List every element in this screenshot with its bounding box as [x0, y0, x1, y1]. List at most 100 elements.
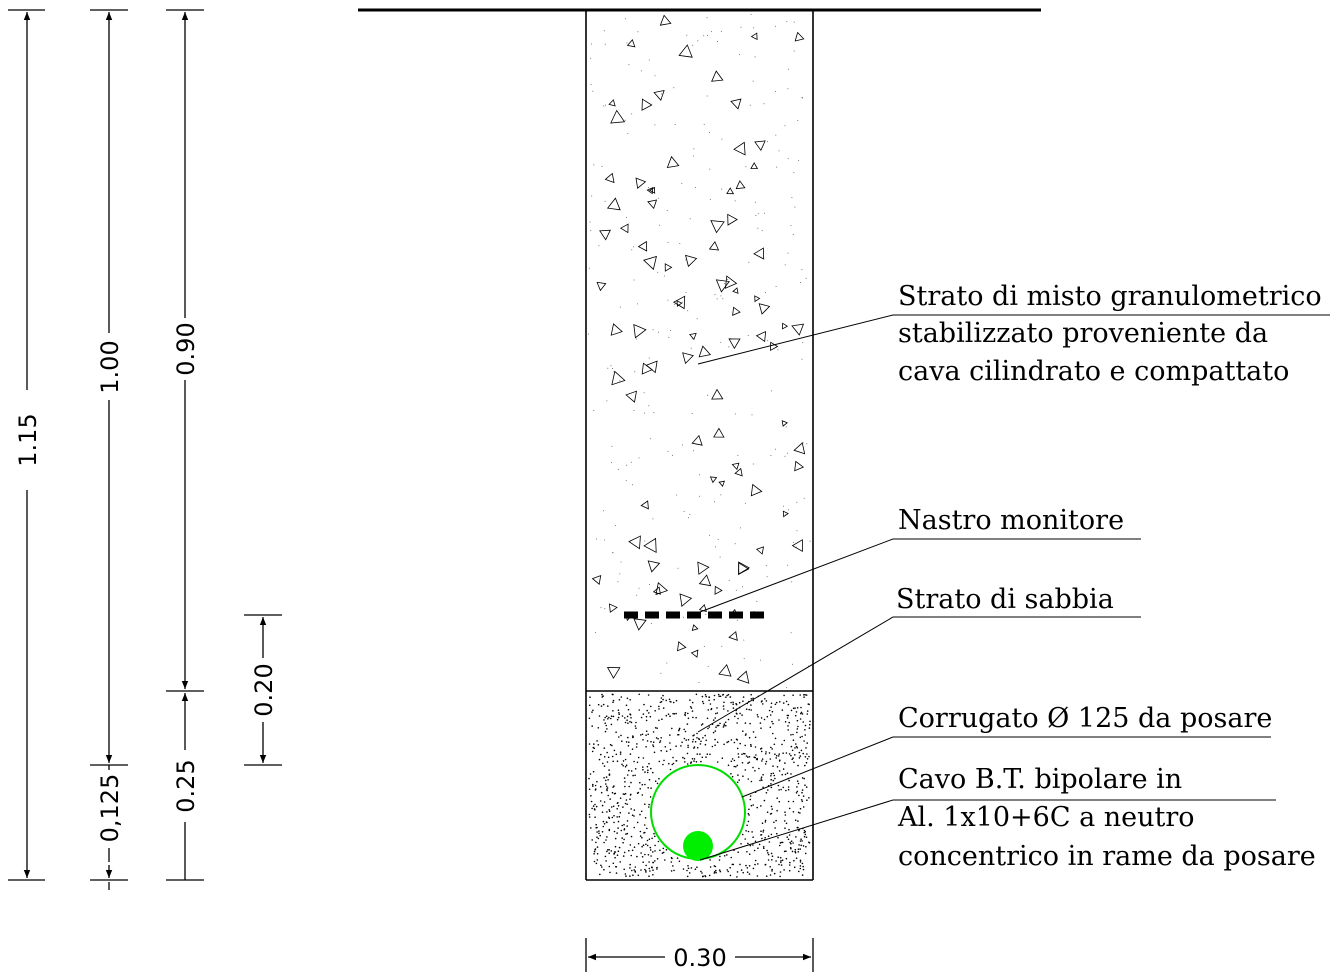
fill-dot: [613, 371, 615, 373]
sand-dot: [699, 743, 702, 745]
sand-dot: [627, 722, 629, 724]
sand-dot: [612, 710, 614, 712]
fill-dot: [699, 474, 701, 476]
sand-dot: [701, 872, 703, 874]
sand-dot: [595, 841, 597, 844]
sand-dot: [618, 736, 620, 738]
sand-dot: [648, 838, 651, 840]
sand-dot: [770, 746, 772, 749]
gravel-mark: [645, 360, 658, 374]
sand-dot: [764, 821, 767, 823]
sand-dot: [653, 751, 656, 754]
sand-dot: [771, 808, 773, 810]
gravel-mark: [635, 177, 647, 189]
sand-dot: [688, 872, 691, 874]
sand-dot: [628, 812, 630, 814]
sand-dot: [808, 703, 810, 706]
fill-dot: [734, 543, 736, 545]
fill-dot: [648, 59, 650, 61]
gravel-mark: [726, 187, 735, 195]
sand-dot: [696, 732, 698, 735]
sand-dot: [656, 858, 659, 860]
sand-dot: [656, 782, 659, 785]
sand-dot: [690, 707, 693, 709]
sand-dot: [626, 832, 629, 835]
fill-dot: [643, 392, 645, 394]
sand-dot: [596, 846, 599, 848]
gravel-mark: [610, 323, 623, 336]
sand-dot: [782, 786, 785, 789]
sand-dot: [799, 694, 801, 696]
sand-dot: [603, 841, 605, 844]
sand-dot: [726, 741, 728, 744]
sand-dot: [803, 777, 805, 780]
fill-dot: [776, 166, 778, 168]
sand-dot: [701, 723, 704, 725]
sand-dot: [691, 741, 694, 743]
fill-dot: [654, 124, 656, 126]
fill-dot: [785, 426, 787, 428]
gravel-mark: [713, 427, 725, 438]
sand-dot: [640, 852, 642, 854]
sand-dot: [591, 725, 593, 727]
sand-dot: [626, 774, 629, 776]
sand-dot: [604, 855, 607, 858]
sand-dot: [613, 815, 615, 817]
fill-dot: [791, 581, 793, 583]
gravel-mark: [754, 140, 766, 152]
fill-dot: [590, 229, 592, 231]
sand-dot: [654, 860, 656, 862]
sand-dot: [603, 868, 605, 871]
gravel-mark: [727, 213, 738, 226]
sand-dot: [591, 750, 594, 753]
sand-dot: [693, 758, 696, 760]
sand-dot: [621, 715, 624, 717]
sand-dot: [749, 844, 752, 847]
sand-dot: [796, 780, 799, 782]
sand-dot: [623, 838, 625, 841]
fill-dot: [667, 241, 669, 243]
sand-dot: [627, 708, 630, 711]
fill-dot: [734, 200, 736, 202]
sand-dot: [645, 730, 648, 732]
fill-dot: [603, 539, 605, 541]
sand-dot: [605, 724, 607, 727]
sand-dot: [702, 875, 704, 877]
sand-dot: [729, 696, 731, 698]
sand-dot: [618, 713, 620, 716]
sand-dot: [774, 753, 776, 755]
sand-dot: [622, 855, 625, 857]
fill-dot: [612, 368, 613, 369]
sand-dot: [605, 860, 607, 862]
sand-dot: [725, 696, 727, 698]
sand-dot: [623, 823, 625, 826]
sand-dot: [797, 851, 800, 853]
sand-dot: [599, 834, 601, 837]
sand-dot: [801, 791, 803, 794]
sand-dot: [795, 857, 798, 859]
sand-dot: [601, 696, 603, 698]
sand-dot: [670, 861, 673, 863]
sand-dot: [760, 750, 763, 753]
fill-dot: [677, 567, 679, 569]
sand-dot: [754, 840, 757, 843]
sand-dot: [648, 867, 651, 870]
sand-dot: [600, 791, 603, 794]
fill-dot: [589, 221, 591, 223]
sand-dot: [772, 732, 774, 735]
sand-dot: [800, 712, 802, 715]
sand-dot: [634, 768, 637, 770]
fill-dot: [644, 412, 646, 414]
sand-dot: [735, 703, 738, 706]
sand-dot: [742, 696, 745, 698]
sand-dot: [761, 758, 764, 760]
fill-dot: [633, 410, 635, 411]
sand-dot: [735, 765, 737, 768]
sand-dot: [778, 800, 781, 803]
sand-dot: [767, 852, 769, 854]
fill-dot: [687, 310, 689, 312]
sand-dot: [804, 852, 807, 855]
fill-dot: [606, 400, 608, 402]
gravel-mark: [677, 641, 687, 652]
sand-dot: [609, 871, 611, 874]
